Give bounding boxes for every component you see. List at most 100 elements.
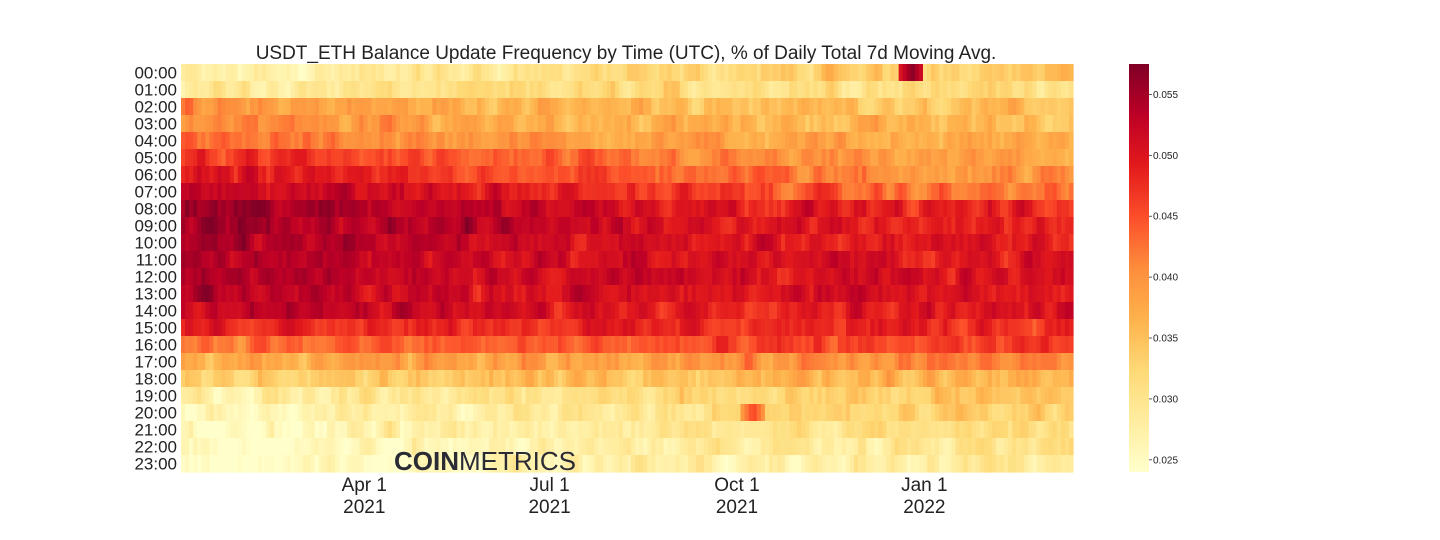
heatmap-cell xyxy=(509,251,515,269)
heatmap-cell xyxy=(436,421,442,439)
heatmap-cell xyxy=(517,319,523,337)
heatmap-cell xyxy=(545,183,551,201)
heatmap-cell xyxy=(716,98,721,116)
heatmap-cell xyxy=(537,336,543,354)
heatmap-cell xyxy=(574,115,579,133)
heatmap-cell xyxy=(643,149,648,167)
heatmap-cell xyxy=(728,115,734,133)
heatmap-cell xyxy=(995,149,1001,167)
heatmap-cell xyxy=(862,166,867,184)
heatmap-cell xyxy=(379,200,385,218)
heatmap-cell xyxy=(1008,98,1013,116)
heatmap-cell xyxy=(554,438,559,456)
heatmap-cell xyxy=(290,421,296,439)
heatmap-cell xyxy=(1052,336,1058,354)
heatmap-cell xyxy=(554,251,559,269)
heatmap-cell xyxy=(947,268,952,286)
heatmap-cell xyxy=(695,234,701,252)
heatmap-cell xyxy=(416,200,421,218)
heatmap-cell xyxy=(253,268,259,286)
heatmap-cell xyxy=(440,387,446,405)
heatmap-cell xyxy=(412,183,417,201)
heatmap-cell xyxy=(627,166,632,184)
heatmap-cell xyxy=(663,302,669,320)
heatmap-cell xyxy=(716,285,721,303)
heatmap-cell xyxy=(744,64,750,82)
heatmap-cell xyxy=(975,149,981,167)
heatmap-cell xyxy=(298,234,304,252)
heatmap-cell xyxy=(841,183,847,201)
heatmap-cell xyxy=(460,302,466,320)
heatmap-cell xyxy=(675,353,681,371)
heatmap-cell xyxy=(436,285,442,303)
heatmap-cell xyxy=(789,149,794,167)
heatmap-cell xyxy=(663,251,669,269)
heatmap-cell xyxy=(947,370,952,388)
heatmap-cell xyxy=(845,302,851,320)
heatmap-cell xyxy=(476,81,482,99)
heatmap-cell xyxy=(501,387,506,405)
heatmap-cell xyxy=(760,200,766,218)
heatmap-cell xyxy=(221,234,227,252)
heatmap-cell xyxy=(1068,302,1074,320)
heatmap-cell xyxy=(217,336,223,354)
heatmap-cell xyxy=(367,166,373,184)
heatmap-cell xyxy=(282,387,288,405)
heatmap-cell xyxy=(663,64,669,82)
heatmap-cell xyxy=(558,251,563,269)
heatmap-cell xyxy=(375,149,381,167)
heatmap-cell xyxy=(371,387,377,405)
heatmap-cell xyxy=(249,302,255,320)
heatmap-cell xyxy=(772,404,778,422)
heatmap-cell xyxy=(335,149,340,167)
heatmap-cell xyxy=(845,353,851,371)
heatmap-cell xyxy=(448,81,454,99)
heatmap-cell xyxy=(841,285,847,303)
heatmap-cell xyxy=(1064,421,1070,439)
heatmap-cell xyxy=(383,149,389,167)
heatmap-cell xyxy=(639,149,644,167)
heatmap-cell xyxy=(647,81,652,99)
heatmap-cell xyxy=(850,387,855,405)
heatmap-cell xyxy=(322,234,328,252)
heatmap-cell xyxy=(935,81,940,99)
heatmap-cell xyxy=(412,149,417,167)
heatmap-cell xyxy=(955,149,961,167)
heatmap-cell xyxy=(1048,268,1054,286)
heatmap-cell xyxy=(854,200,859,218)
heatmap-cell xyxy=(995,64,1001,82)
heatmap-cell xyxy=(529,268,535,286)
heatmap-cell xyxy=(602,336,608,354)
heatmap-cell xyxy=(258,200,263,218)
heatmap-cell xyxy=(829,64,835,82)
heatmap-cell xyxy=(452,353,458,371)
heatmap-cell xyxy=(562,183,567,201)
heatmap-cell xyxy=(241,302,247,320)
heatmap-cell xyxy=(335,285,340,303)
heatmap-cell xyxy=(1028,421,1034,439)
heatmap-cell xyxy=(829,268,835,286)
heatmap-cell xyxy=(408,115,413,133)
heatmap-cell xyxy=(225,115,231,133)
heatmap-cell xyxy=(189,438,194,456)
heatmap-cell xyxy=(651,183,656,201)
heatmap-cell xyxy=(781,217,786,235)
heatmap-cell xyxy=(1052,200,1058,218)
heatmap-cell xyxy=(898,421,904,439)
heatmap-cell xyxy=(910,353,916,371)
heatmap-cell xyxy=(509,98,515,116)
heatmap-cell xyxy=(1020,81,1025,99)
heatmap-cell xyxy=(675,404,681,422)
heatmap-cell xyxy=(898,64,904,82)
heatmap-cell xyxy=(927,353,932,371)
heatmap-cell xyxy=(485,438,490,456)
heatmap-cell xyxy=(606,336,612,354)
heatmap-cell xyxy=(306,302,312,320)
heatmap-cell xyxy=(618,370,624,388)
heatmap-cell xyxy=(858,421,863,439)
heatmap-cell xyxy=(205,81,210,99)
heatmap-cell xyxy=(939,336,944,354)
heatmap-cell xyxy=(1040,149,1046,167)
heatmap-cell xyxy=(594,149,600,167)
heatmap-cell xyxy=(249,217,255,235)
